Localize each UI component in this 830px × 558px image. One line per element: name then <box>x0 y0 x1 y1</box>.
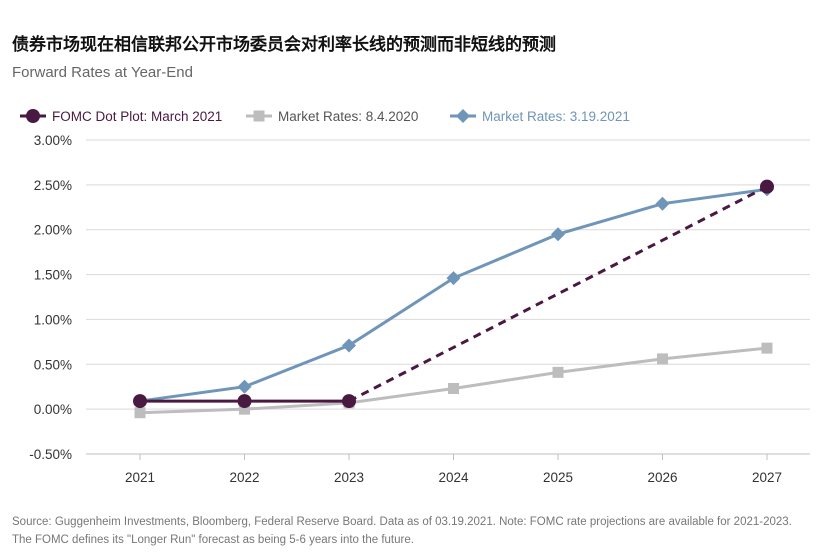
y-tick-label: 3.00% <box>34 133 72 148</box>
data-point <box>239 403 250 415</box>
legend-marker <box>26 109 40 123</box>
chart-subtitle: Forward Rates at Year-End <box>12 64 193 81</box>
series-line <box>139 346 768 415</box>
y-tick-label: 2.00% <box>34 223 72 238</box>
data-point <box>760 179 774 194</box>
data-point <box>448 383 459 395</box>
y-tick-label: 1.00% <box>34 312 72 327</box>
chart-area: -0.50% 0.00% 0.50% 1.00% 1.50% 2.00% 2.50% 3.00… <box>20 109 810 485</box>
legend-label: FOMC Dot Plot: March 2021 <box>52 109 222 124</box>
x-tick-label: 2024 <box>438 470 469 485</box>
data-point <box>342 338 356 353</box>
y-tick-label: 0.00% <box>34 402 72 417</box>
data-point <box>552 366 564 378</box>
data-point <box>551 227 565 242</box>
data-point <box>133 394 147 409</box>
data-point <box>446 271 461 286</box>
x-tick-label: 2021 <box>125 470 155 485</box>
x-tick-label: 2025 <box>543 470 573 485</box>
legend-label: Market Rates: 8.4.2020 <box>278 109 418 124</box>
y-tick-label: -0.50% <box>29 447 72 462</box>
data-point <box>657 353 668 365</box>
data-point <box>761 342 773 354</box>
data-point <box>134 407 146 419</box>
legend-marker <box>253 110 265 122</box>
x-tick-label: 2026 <box>647 470 677 485</box>
y-tick-label: 2.50% <box>34 178 72 193</box>
source-note: Source: Guggenheim Investments, Bloomber… <box>12 516 792 546</box>
y-tick-label: 0.50% <box>34 357 72 372</box>
data-point <box>237 394 252 409</box>
data-point <box>655 196 670 211</box>
x-tick-label: 2022 <box>229 470 259 485</box>
x-tick-label: 2027 <box>752 470 782 485</box>
chart-title: 债券市场现在相信联邦公开市场委员会对利率长线的预测而非短线的预测 <box>12 35 556 55</box>
x-tick-label: 2023 <box>334 470 364 485</box>
legend-label: Market Rates: 3.19.2021 <box>482 109 630 124</box>
legend-marker <box>456 109 470 123</box>
data-point <box>342 394 356 409</box>
series-line <box>139 187 768 403</box>
y-tick-label: 1.50% <box>34 268 72 283</box>
data-point <box>237 379 252 394</box>
